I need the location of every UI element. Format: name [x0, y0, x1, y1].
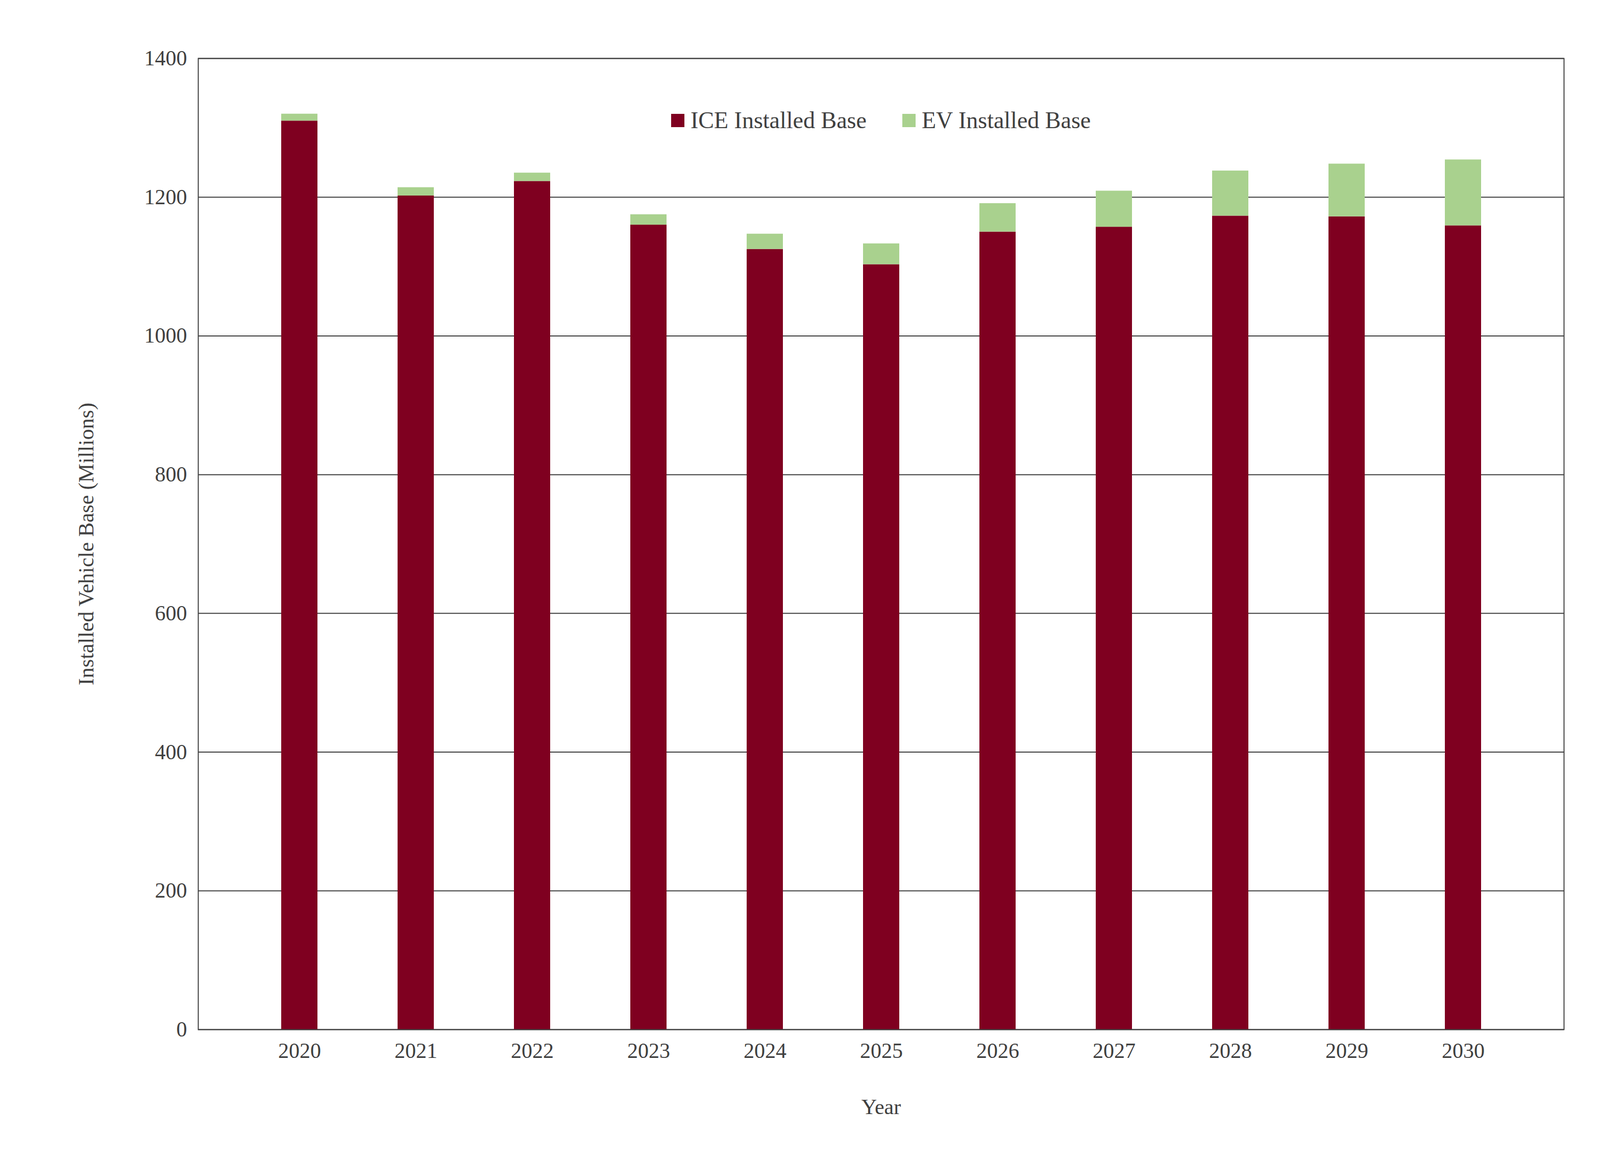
- html-text:EV Installed Base: EV Installed Base: [921, 107, 1091, 134]
- svg-text:2029: 2029: [1325, 1038, 1369, 1063]
- svg-text:2030: 2030: [1441, 1038, 1485, 1063]
- svg-text:400: 400: [155, 740, 188, 764]
- svg-text:2028: 2028: [1209, 1038, 1252, 1063]
- svg-text:2023: 2023: [627, 1038, 671, 1063]
- svg-text:2027: 2027: [1092, 1038, 1136, 1063]
- svg-text:600: 600: [155, 601, 188, 625]
- svg-text:2025: 2025: [859, 1038, 903, 1063]
- svg-text:1000: 1000: [144, 323, 188, 348]
- svg-text:2024: 2024: [743, 1038, 787, 1063]
- svg-text:2021: 2021: [394, 1038, 438, 1063]
- html-text:ICE Installed Base: ICE Installed Base: [690, 107, 867, 134]
- svg-text:Year: Year: [861, 1094, 901, 1119]
- svg-text:2022: 2022: [510, 1038, 554, 1063]
- svg-text:200: 200: [155, 878, 188, 902]
- svg-text:1200: 1200: [144, 185, 188, 209]
- svg-text:0: 0: [176, 1017, 188, 1041]
- svg-text:2026: 2026: [976, 1038, 1020, 1063]
- svg-text:1400: 1400: [144, 46, 188, 70]
- svg-text:800: 800: [155, 462, 188, 486]
- svg-text:2020: 2020: [278, 1038, 322, 1063]
- svg-text:Installed Vehicle Base (Millio: Installed Vehicle Base (Millions): [74, 402, 99, 685]
